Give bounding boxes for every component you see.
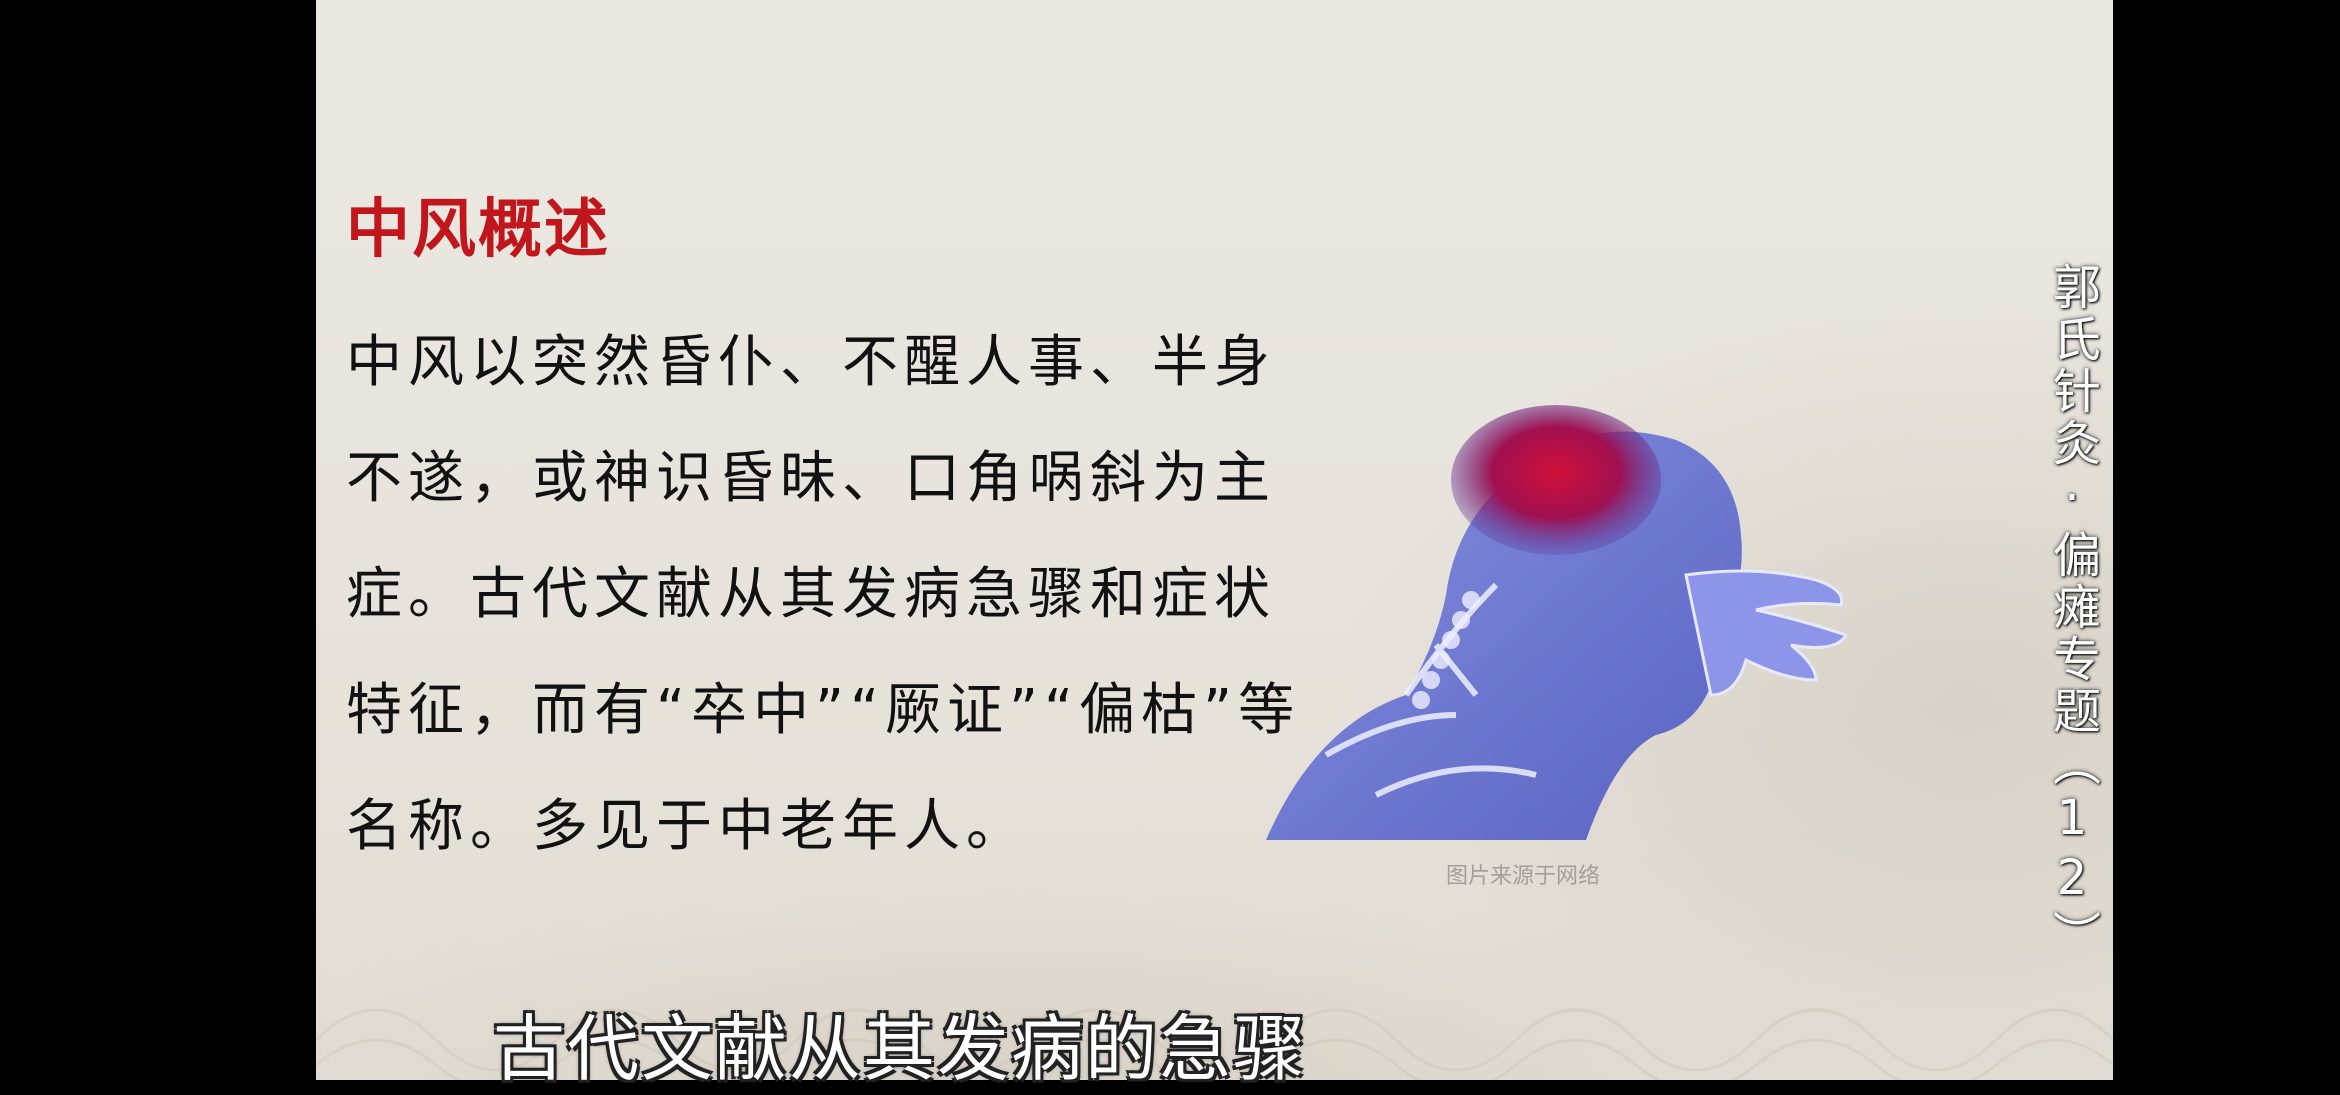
head-pain-xray-icon [1266,405,1849,840]
decorative-pattern [316,1008,2113,1080]
image-credit: 图片来源于网络 [1446,864,1601,889]
video-subtitle: 古代文献从其发病的急骤 [492,1007,1307,1091]
series-title: 郭氏针灸·偏瘫专题（12） [2044,262,2100,962]
slide-title: 中风概述 [346,193,610,267]
slide: 中风概述 中风以突然昏仆、不醒人事、半身不遂，或神识昏昧、口角㖞斜为主症。古代文… [316,0,2113,1080]
slide-body-text: 中风以突然昏仆、不醒人事、半身不遂，或神识昏昧、口角㖞斜为主症。古代文献从其发病… [346,330,1301,859]
